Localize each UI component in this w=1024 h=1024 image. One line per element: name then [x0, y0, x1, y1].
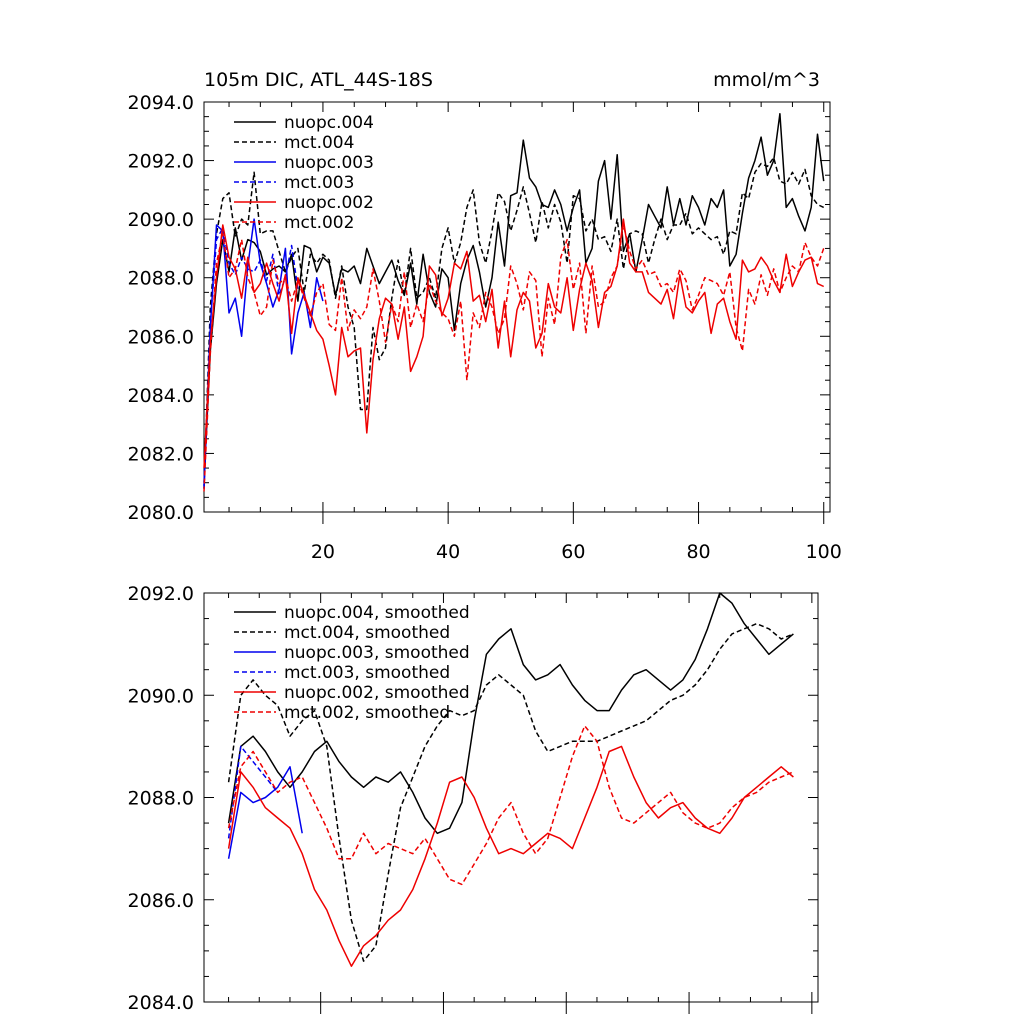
- legend-label: nuopc.002: [284, 193, 374, 213]
- legend-label: mct.004: [284, 133, 354, 153]
- top-panel: 2080.0 2082.0 2084.0 2086.0 2088.0 2090.0 2092…: [128, 92, 842, 563]
- series-line-mct-003-smoothed: [227, 745, 279, 839]
- series-line-mct-004: [203, 156, 825, 489]
- legend-label: mct.002, smoothed: [284, 703, 450, 723]
- series-line-nuopc-003-smoothed: [227, 766, 303, 859]
- y-tick-label: 2094.0: [128, 92, 194, 114]
- y-tick-label: 2086.0: [128, 890, 194, 912]
- x-tick-label: 20: [311, 541, 335, 563]
- legend-label: mct.003, smoothed: [284, 663, 450, 683]
- y-tick-label: 2088.0: [128, 268, 194, 290]
- legend-label: mct.003: [284, 173, 354, 193]
- units-label: mmol/m^3: [713, 69, 820, 91]
- legend-label: nuopc.004, smoothed: [284, 603, 470, 623]
- y-tick-label: 2090.0: [128, 209, 194, 231]
- legend-label: nuopc.003, smoothed: [284, 643, 470, 663]
- x-tick-label: 40: [436, 541, 460, 563]
- series-line-nuopc-002-smoothed: [227, 745, 794, 967]
- y-tick-label: 2086.0: [128, 326, 194, 348]
- legend-label: nuopc.002, smoothed: [284, 683, 470, 703]
- series-line-mct-002-smoothed: [227, 725, 794, 886]
- y-tick-label: 2084.0: [128, 992, 194, 1014]
- y-tick-label: 2080.0: [128, 502, 194, 524]
- series-line-nuopc-004: [203, 112, 825, 483]
- legend-label: mct.004, smoothed: [284, 623, 450, 643]
- series-line-mct-002: [203, 224, 825, 492]
- y-tick-label: 2084.0: [128, 385, 194, 407]
- y-tick-label: 2082.0: [128, 443, 194, 465]
- x-tick-label: 60: [561, 541, 585, 563]
- x-tick-label: 100: [806, 541, 842, 563]
- chart-title: 105m DIC, ATL_44S-18S: [204, 69, 433, 91]
- y-tick-label: 2088.0: [128, 788, 194, 810]
- legend-label: mct.002: [284, 213, 354, 233]
- y-tick-label: 2092.0: [128, 583, 194, 605]
- x-tick-label: 80: [686, 541, 710, 563]
- series-line-nuopc-002: [203, 218, 825, 469]
- series-line-mct-003: [203, 227, 299, 489]
- series-line-mct-004-smoothed: [227, 622, 794, 962]
- bottom-panel: 2084.0 2086.0 2088.0 2090.0 2092.0 nuopc.004,…: [128, 583, 819, 1014]
- series-line-nuopc-004-smoothed: [227, 592, 794, 835]
- legend-label: nuopc.003: [284, 153, 374, 173]
- legend-label: nuopc.004: [284, 113, 374, 133]
- y-tick-label: 2090.0: [128, 685, 194, 707]
- y-tick-label: 2092.0: [128, 151, 194, 173]
